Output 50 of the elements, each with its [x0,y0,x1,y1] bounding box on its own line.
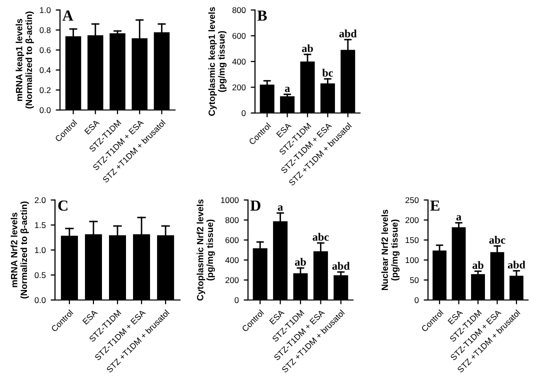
annotation: abd [332,262,350,270]
y-tick-label: 0.2 [40,87,51,94]
chart-title: B [257,10,267,21]
y-tick-label: 0.0 [40,107,51,114]
annotation: abc [489,236,506,244]
y-tick-label: 0 [414,297,419,304]
y-tick-label: 800 [232,7,246,14]
y-tick-label: 200 [232,84,246,90]
annotation: ab [294,258,306,266]
y-tick-label: 200 [405,217,419,224]
y-axis-title: mRNA Nrf2 levels (Normalized to β-actin) [10,202,29,298]
y-axis-title: Nuclear Nrf2 levels (pg/mg tissue) [381,210,400,290]
annotation: a [284,86,290,92]
y-tick-label: 0.5 [34,272,46,278]
y-tick-label: 1.0 [35,247,46,254]
annotation: abd [508,260,526,269]
y-tick-label: 400 [225,257,239,264]
annotation: bc [322,68,333,77]
chart-title: A [62,10,74,21]
y-tick-label: 800 [225,217,239,224]
y-tick-label: 50 [410,277,419,284]
annotation: ab [302,44,313,52]
y-tick-label: 0.8 [40,27,51,34]
y-tick-label: 250 [405,197,419,204]
y-tick-label: 1.5 [35,222,46,228]
chart-title: D [250,200,260,211]
annotation: abc [312,232,329,241]
chart-title: E [430,200,440,211]
annotation: abd [339,30,357,38]
y-tick-label: 0.4 [40,67,51,74]
y-axis-title: mRNA keap1 levels (Normalized to β-actin) [16,12,34,108]
y-tick-label: 0.6 [40,47,51,54]
y-tick-label: 2.0 [34,197,46,204]
chart-title: C [58,200,68,211]
y-tick-label: 100 [406,257,419,264]
y-tick-label: 1.0 [40,7,51,14]
annotation: a [278,205,283,211]
annotation: ab [472,261,484,269]
y-tick-label: 0.0 [34,297,46,304]
y-tick-label: 200 [225,277,239,284]
y-tick-label: 600 [225,237,239,244]
y-tick-label: 0 [234,297,239,304]
y-axis-title: Cytoplasmic keap1 levels (pg/mg tissue) [208,7,227,116]
y-tick-label: 600 [232,32,246,39]
y-tick-label: 1000 [221,197,239,204]
y-tick-label: 150 [406,237,419,244]
y-tick-label: 400 [232,58,246,65]
y-tick-label: 0 [242,110,246,116]
annotation: a [456,215,462,221]
y-axis-title: Cytoplasmic Nrf2 levels (pg/mg tissue) [196,199,215,301]
